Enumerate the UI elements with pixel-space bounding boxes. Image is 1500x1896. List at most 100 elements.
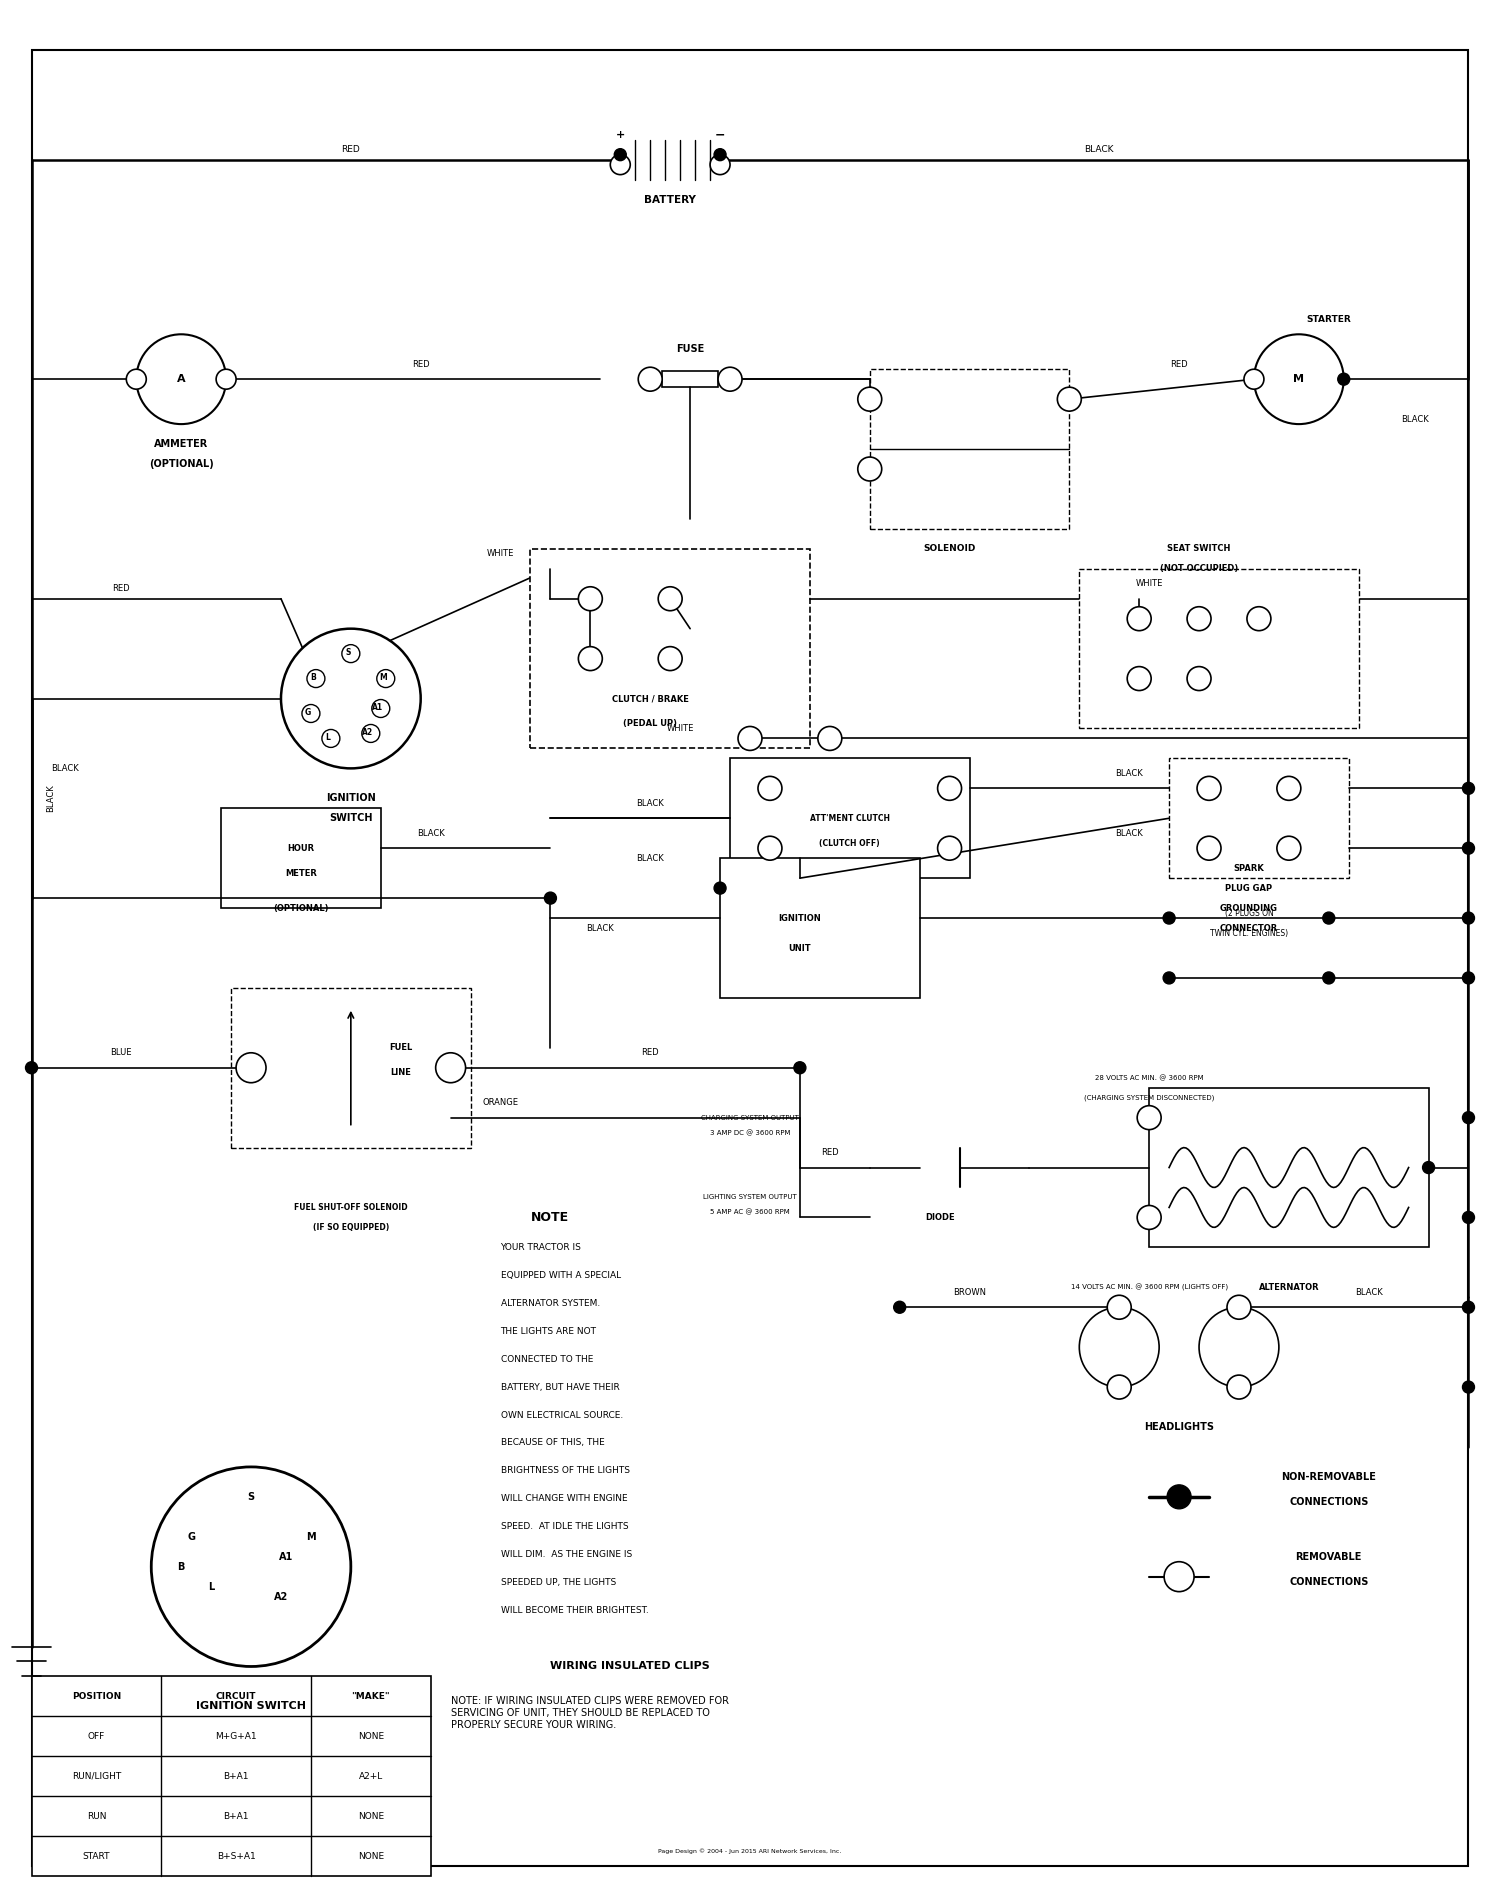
Text: BLACK: BLACK <box>1354 1287 1383 1297</box>
Text: 28 VOLTS AC MIN. @ 3600 RPM: 28 VOLTS AC MIN. @ 3600 RPM <box>1095 1075 1203 1081</box>
Circle shape <box>658 647 682 671</box>
Text: BATTERY, BUT HAVE THEIR: BATTERY, BUT HAVE THEIR <box>501 1382 620 1392</box>
Text: 5 AMP AC @ 3600 RPM: 5 AMP AC @ 3600 RPM <box>710 1210 791 1215</box>
Circle shape <box>615 148 627 161</box>
Text: S: S <box>345 648 351 658</box>
Text: 3 AMP DC @ 3600 RPM: 3 AMP DC @ 3600 RPM <box>710 1130 791 1136</box>
Text: BLACK: BLACK <box>586 923 613 933</box>
Circle shape <box>1276 775 1300 800</box>
Text: CLUTCH / BRAKE: CLUTCH / BRAKE <box>612 694 689 703</box>
Text: (CLUTCH OFF): (CLUTCH OFF) <box>819 838 880 848</box>
Text: SPEEDED UP, THE LIGHTS: SPEEDED UP, THE LIGHTS <box>501 1577 616 1587</box>
Text: START: START <box>82 1852 110 1860</box>
Text: SWITCH: SWITCH <box>328 813 372 823</box>
Circle shape <box>1323 973 1335 984</box>
Text: B: B <box>177 1562 184 1572</box>
Circle shape <box>1162 912 1174 923</box>
Circle shape <box>1462 783 1474 794</box>
Text: LINE: LINE <box>390 1067 411 1077</box>
Text: CONNECTIONS: CONNECTIONS <box>1288 1496 1368 1507</box>
Text: PLUG GAP: PLUG GAP <box>1226 884 1272 893</box>
Circle shape <box>1126 607 1150 631</box>
Text: S: S <box>248 1492 255 1502</box>
Text: HEADLIGHTS: HEADLIGHTS <box>1144 1422 1214 1431</box>
Text: Page Design © 2004 - Jun 2015 ARI Network Services, Inc.: Page Design © 2004 - Jun 2015 ARI Networ… <box>658 1849 842 1854</box>
Circle shape <box>758 836 782 861</box>
Circle shape <box>544 893 556 904</box>
Text: BLACK: BLACK <box>636 798 664 808</box>
Circle shape <box>794 1062 806 1073</box>
Text: (IF SO EQUIPPED): (IF SO EQUIPPED) <box>312 1223 388 1232</box>
Text: CONNECTED TO THE: CONNECTED TO THE <box>501 1354 592 1363</box>
Text: BLACK: BLACK <box>636 853 664 863</box>
Text: BLACK: BLACK <box>1401 415 1428 423</box>
Text: FUEL: FUEL <box>388 1043 412 1052</box>
Text: RUN: RUN <box>87 1813 106 1820</box>
Circle shape <box>1164 1562 1194 1591</box>
Circle shape <box>216 370 236 389</box>
Circle shape <box>435 1052 465 1083</box>
Text: TWIN CYL. ENGINES): TWIN CYL. ENGINES) <box>1210 929 1288 937</box>
Text: M+G+A1: M+G+A1 <box>216 1731 256 1741</box>
Text: −: − <box>716 129 726 140</box>
Text: A2: A2 <box>274 1591 288 1602</box>
Text: HOUR: HOUR <box>288 844 315 853</box>
Circle shape <box>1422 1162 1434 1174</box>
Circle shape <box>1462 1380 1474 1394</box>
Text: A1: A1 <box>372 703 384 713</box>
Circle shape <box>1107 1375 1131 1399</box>
Bar <box>32 1676 430 1875</box>
Circle shape <box>126 370 147 389</box>
Text: BLUE: BLUE <box>111 1048 132 1058</box>
Text: ALTERNATOR SYSTEM.: ALTERNATOR SYSTEM. <box>501 1299 600 1308</box>
Text: A2: A2 <box>362 728 374 738</box>
Circle shape <box>280 629 420 768</box>
Text: AMMETER: AMMETER <box>154 440 209 449</box>
Text: WIRING INSULATED CLIPS: WIRING INSULATED CLIPS <box>550 1661 710 1672</box>
Circle shape <box>1197 836 1221 861</box>
Text: IGNITION: IGNITION <box>326 793 375 804</box>
Text: FUSE: FUSE <box>676 345 705 355</box>
Text: BROWN: BROWN <box>952 1287 986 1297</box>
Text: (2 PLUGS ON: (2 PLUGS ON <box>1224 908 1274 918</box>
Text: RED: RED <box>1170 360 1188 368</box>
Text: SPARK: SPARK <box>1233 865 1264 872</box>
Text: RED: RED <box>342 146 360 154</box>
Text: BLACK: BLACK <box>1084 146 1114 154</box>
Text: STARTER: STARTER <box>1306 315 1352 324</box>
Circle shape <box>758 775 782 800</box>
Text: (NOT OCCUPIED): (NOT OCCUPIED) <box>1160 565 1238 573</box>
Text: M: M <box>1293 374 1305 385</box>
Circle shape <box>322 730 340 747</box>
Circle shape <box>658 586 682 611</box>
Circle shape <box>894 1301 906 1314</box>
Text: M: M <box>380 673 387 683</box>
Circle shape <box>136 334 226 425</box>
Circle shape <box>1244 370 1264 389</box>
Bar <box>662 372 718 387</box>
Bar <box>1149 1088 1428 1248</box>
Bar <box>231 988 471 1147</box>
Text: G: G <box>188 1532 195 1541</box>
Text: IGNITION SWITCH: IGNITION SWITCH <box>196 1701 306 1712</box>
Text: UNIT: UNIT <box>789 944 812 952</box>
Text: (OPTIONAL): (OPTIONAL) <box>273 904 328 912</box>
Circle shape <box>938 836 962 861</box>
Text: OWN ELECTRICAL SOURCE.: OWN ELECTRICAL SOURCE. <box>501 1411 622 1420</box>
Text: THE LIGHTS ARE NOT: THE LIGHTS ARE NOT <box>501 1327 597 1335</box>
Text: CONNECTIONS: CONNECTIONS <box>1288 1577 1368 1587</box>
Circle shape <box>1462 1111 1474 1124</box>
Bar <box>730 758 969 878</box>
Text: RED: RED <box>642 1048 658 1058</box>
Circle shape <box>308 669 326 688</box>
Text: CHARGING SYSTEM OUTPUT: CHARGING SYSTEM OUTPUT <box>700 1115 800 1121</box>
Text: NONE: NONE <box>357 1813 384 1820</box>
Text: L: L <box>326 734 330 741</box>
Circle shape <box>1462 1212 1474 1223</box>
Text: ATT'MENT CLUTCH: ATT'MENT CLUTCH <box>810 813 889 823</box>
Text: WHITE: WHITE <box>488 550 514 557</box>
Text: DIODE: DIODE <box>926 1213 954 1221</box>
Circle shape <box>858 387 882 411</box>
Circle shape <box>1462 912 1474 923</box>
Text: WILL DIM.  AS THE ENGINE IS: WILL DIM. AS THE ENGINE IS <box>501 1551 632 1559</box>
